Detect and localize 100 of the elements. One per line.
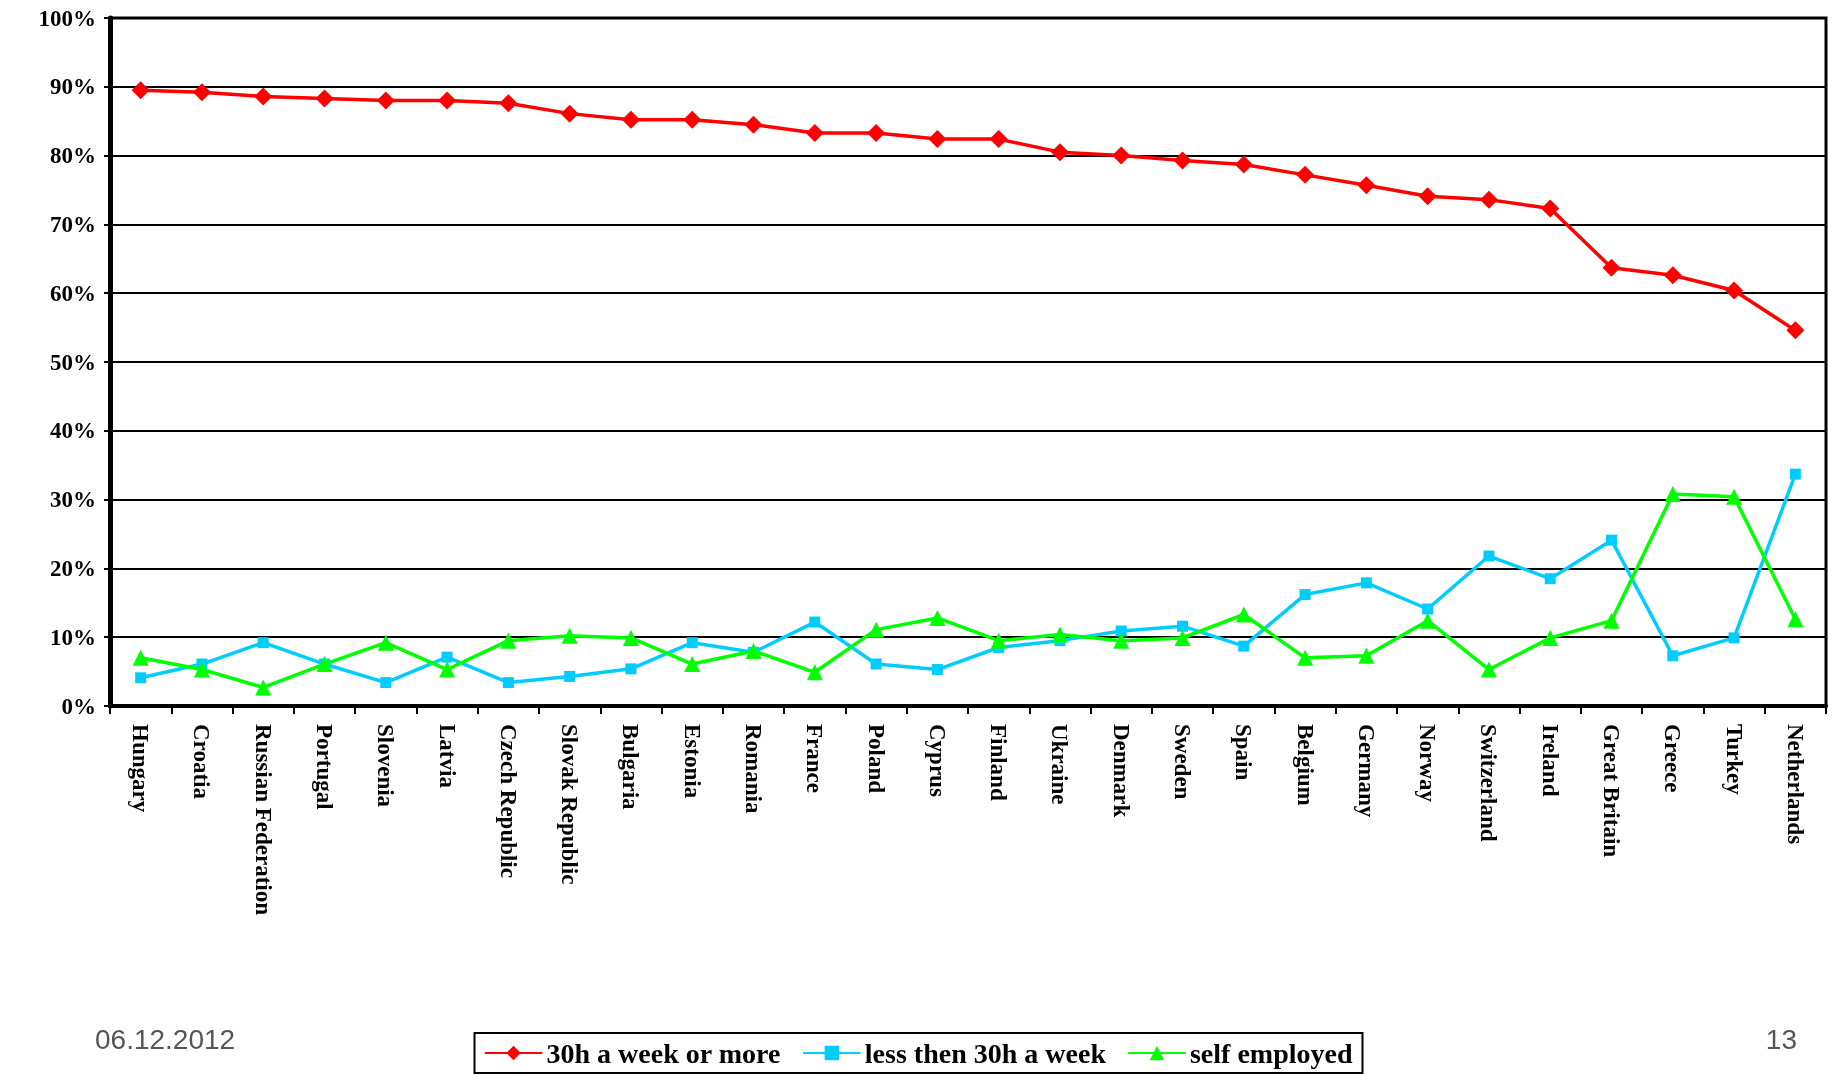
- y-tick-label: 70%: [50, 211, 96, 237]
- x-tick-label: Cyprus: [924, 724, 950, 797]
- point: [315, 89, 334, 108]
- point: [1238, 640, 1250, 652]
- x-tick-label: Croatia: [189, 724, 215, 800]
- x-tick-label: Romania: [741, 724, 766, 814]
- point: [502, 677, 514, 689]
- point: [867, 123, 886, 142]
- x-tick-label: Bulgaria: [618, 724, 644, 811]
- point: [809, 616, 821, 628]
- x-tick-label: Spain: [1231, 724, 1257, 781]
- x-tick-label: Greece: [1660, 724, 1686, 793]
- point: [684, 656, 701, 673]
- point: [928, 130, 947, 149]
- y-tick-label: 50%: [50, 349, 96, 375]
- point: [1299, 589, 1311, 601]
- point: [377, 634, 394, 651]
- point: [1297, 649, 1314, 666]
- x-tick-label: Ukraine: [1047, 724, 1073, 805]
- point: [1664, 486, 1681, 503]
- point: [621, 110, 640, 129]
- y-tick-label: 10%: [50, 624, 96, 650]
- point: [441, 651, 453, 663]
- point: [1789, 468, 1801, 480]
- point: [931, 664, 943, 676]
- x-tick-label: Norway: [1415, 724, 1441, 803]
- y-tick-label: 20%: [50, 555, 96, 581]
- point: [1542, 629, 1559, 646]
- point: [806, 664, 823, 681]
- point: [1296, 165, 1315, 184]
- point: [1603, 612, 1620, 629]
- y-tick-label: 90%: [50, 74, 96, 100]
- point: [1177, 620, 1188, 632]
- point: [192, 83, 211, 102]
- x-tick-label: Portugal: [312, 724, 337, 810]
- point: [686, 637, 698, 649]
- point: [1786, 321, 1805, 340]
- x-tick-label: Slovenia: [373, 724, 399, 808]
- point: [1787, 611, 1804, 628]
- y-tick-label: 30%: [50, 487, 96, 513]
- point: [254, 87, 273, 106]
- point: [438, 91, 457, 110]
- x-tick-label: Netherlands: [1782, 724, 1808, 845]
- point: [564, 670, 576, 682]
- point: [868, 621, 885, 638]
- point: [990, 632, 1007, 649]
- point: [1360, 577, 1372, 589]
- point: [929, 609, 946, 626]
- point: [193, 661, 210, 678]
- x-tick-label: Finland: [986, 724, 1012, 801]
- point: [1602, 258, 1621, 277]
- point: [989, 130, 1008, 149]
- point: [1483, 550, 1495, 562]
- point: [625, 663, 637, 675]
- point: [561, 627, 578, 644]
- x-tick-label: Germany: [1353, 724, 1379, 818]
- y-tick-label: 80%: [50, 143, 96, 169]
- point: [1606, 534, 1617, 546]
- x-tick-label: Latvia: [434, 724, 460, 789]
- point: [132, 649, 149, 666]
- point: [1422, 603, 1434, 615]
- point: [499, 94, 518, 113]
- point: [1113, 632, 1130, 649]
- point: [255, 679, 272, 696]
- point: [257, 637, 269, 649]
- point: [622, 629, 639, 646]
- point: [1235, 606, 1252, 623]
- point: [380, 677, 392, 689]
- x-tick-label: Estonia: [679, 724, 705, 799]
- point: [683, 110, 702, 129]
- point: [1418, 187, 1437, 206]
- x-tick-label: Slovak Republic: [557, 724, 583, 885]
- point: [1667, 650, 1679, 662]
- point: [1541, 199, 1560, 218]
- point: [135, 672, 147, 684]
- point: [1234, 155, 1253, 174]
- point: [1112, 146, 1131, 165]
- x-tick-label: Poland: [863, 724, 889, 794]
- point: [1115, 625, 1127, 637]
- point: [1725, 281, 1744, 300]
- point: [1050, 143, 1069, 162]
- x-tick-label: Sweden: [1170, 724, 1195, 800]
- point: [1544, 573, 1556, 585]
- legend-label: 30h a week or more: [546, 1037, 781, 1069]
- point: [131, 81, 150, 100]
- x-tick-label: Hungary: [128, 724, 154, 813]
- point: [1726, 488, 1743, 505]
- y-tick-label: 60%: [50, 280, 96, 306]
- point: [1051, 626, 1068, 643]
- x-tick-label: France: [802, 724, 828, 793]
- point: [1173, 151, 1192, 170]
- x-tick-label: Czech Republic: [495, 724, 521, 878]
- point: [376, 91, 395, 110]
- point: [1358, 647, 1375, 664]
- point: [1357, 176, 1376, 195]
- point: [1174, 629, 1191, 646]
- point: [1663, 266, 1682, 285]
- x-tick-label: Great Britain: [1599, 724, 1624, 858]
- x-tick-label: Switzerland: [1476, 724, 1502, 842]
- point: [560, 104, 579, 123]
